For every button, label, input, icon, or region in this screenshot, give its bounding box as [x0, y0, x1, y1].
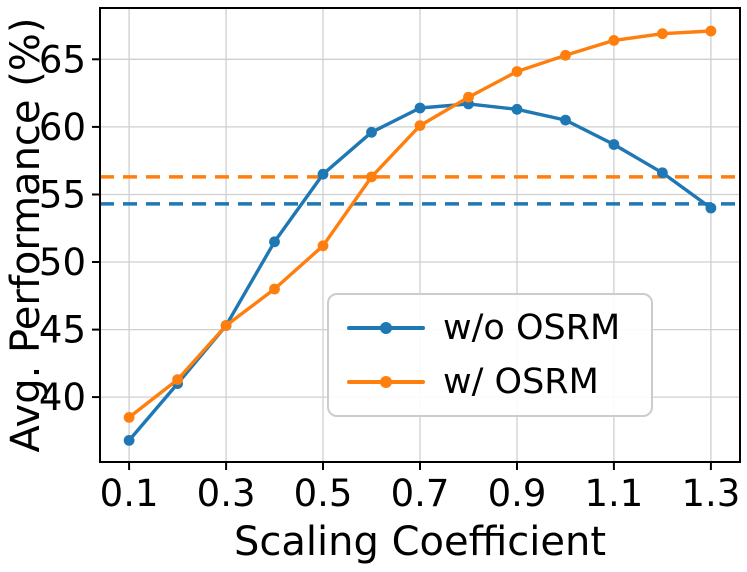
legend-marker-dot-icon	[380, 322, 392, 334]
legend-line-sample-icon	[347, 376, 425, 388]
svg-text:1.3: 1.3	[681, 472, 740, 515]
legend-entry-wo-osrm: w/o OSRM	[347, 309, 633, 347]
x-axis-label: Scaling Coefficient	[233, 519, 606, 565]
legend-label: w/ OSRM	[443, 362, 599, 402]
svg-text:0.9: 0.9	[488, 472, 547, 515]
legend: w/o OSRM w/ OSRM	[327, 293, 653, 417]
legend-label: w/o OSRM	[443, 308, 621, 348]
svg-text:0.5: 0.5	[294, 472, 353, 515]
legend-line-sample-icon	[347, 322, 425, 334]
svg-text:50: 50	[39, 241, 86, 284]
svg-text:40: 40	[39, 376, 86, 419]
svg-text:1.1: 1.1	[584, 472, 643, 515]
svg-text:45: 45	[39, 309, 86, 352]
y-axis-label: Avg. Performance (%)	[3, 17, 49, 453]
svg-text:0.1: 0.1	[100, 472, 159, 515]
svg-text:60: 60	[39, 106, 86, 149]
legend-marker-dot-icon	[380, 376, 392, 388]
legend-entry-w-osrm: w/ OSRM	[347, 363, 633, 401]
svg-text:65: 65	[39, 38, 86, 81]
svg-text:55: 55	[39, 174, 86, 217]
svg-text:0.3: 0.3	[197, 472, 256, 515]
svg-text:0.7: 0.7	[391, 472, 450, 515]
